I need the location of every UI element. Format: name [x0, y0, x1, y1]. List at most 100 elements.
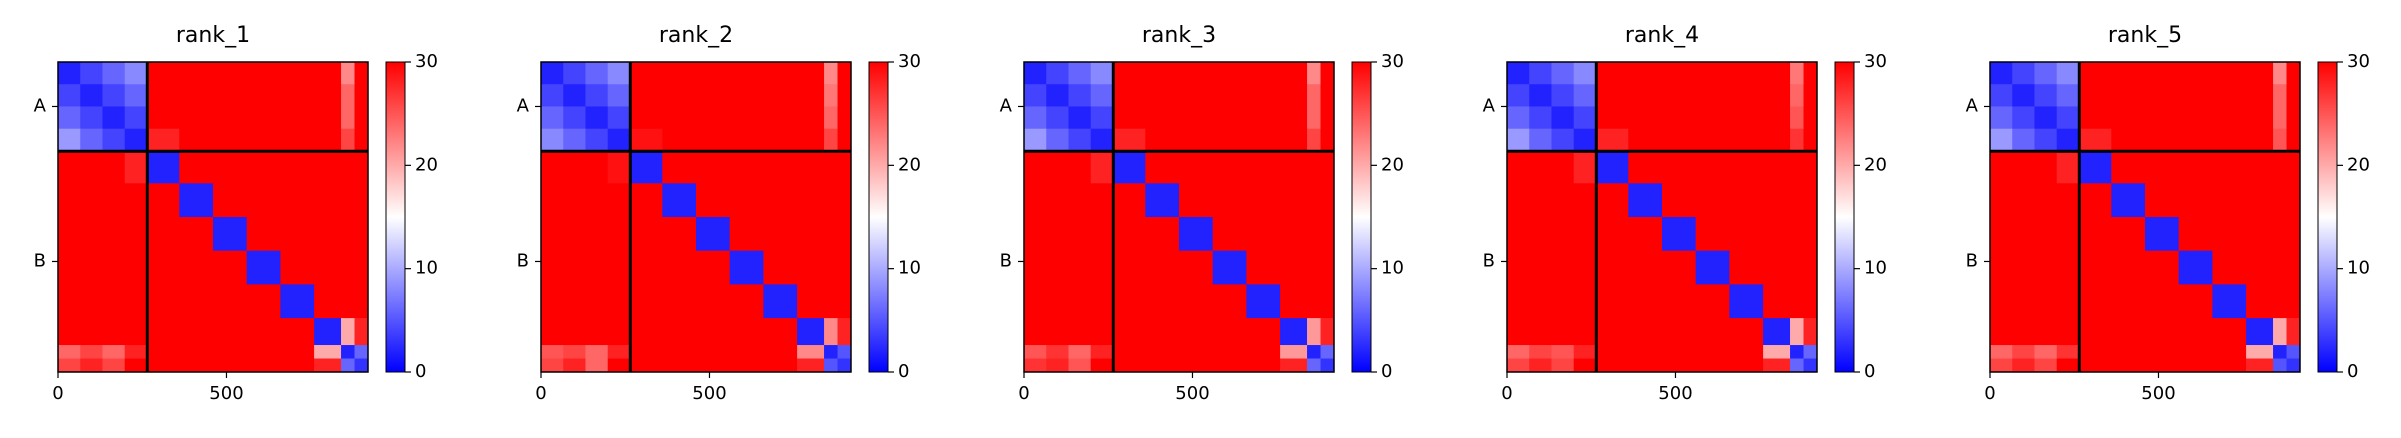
heatmap-cell: [2178, 318, 2213, 346]
heatmap-cell: [2212, 183, 2247, 218]
heatmap-cell: [124, 358, 148, 373]
heatmap-cell: [213, 284, 248, 319]
heatmap-cell: [1529, 358, 1552, 373]
heatmap-cell: [696, 358, 731, 373]
heatmap-cell: [102, 318, 126, 346]
heatmap-cell: [1551, 151, 1575, 184]
heatmap-cell: [630, 318, 663, 346]
heatmap-cell: [179, 345, 214, 360]
x-tick-label: 500: [2141, 383, 2175, 404]
heatmap-cell: [1046, 106, 1069, 130]
heatmap-cell: [1024, 358, 1047, 373]
heatmap-cell: [2212, 358, 2247, 373]
heatmap-cell: [124, 128, 148, 152]
heatmap-cell: [1113, 250, 1146, 285]
heatmap-cell: [1695, 250, 1730, 285]
heatmap-cell: [2034, 358, 2058, 373]
heatmap-cell: [1529, 217, 1552, 252]
heatmap-cell: [763, 358, 798, 373]
heatmap-cell: [2286, 358, 2301, 373]
heatmap-cell: [1695, 106, 1730, 130]
heatmap-cell: [2246, 217, 2274, 252]
heatmap-cell: [1179, 284, 1214, 319]
heatmap-cell: [2079, 284, 2112, 319]
heatmap-cell: [585, 106, 609, 130]
colorbar: [2317, 61, 2338, 373]
x-tick-label: 500: [1658, 383, 1692, 404]
heatmap-cell: [341, 151, 356, 184]
heatmap-cell: [763, 183, 798, 218]
heatmap-cell: [563, 345, 586, 360]
heatmap-cell: [1024, 250, 1047, 285]
heatmap-cell: [124, 106, 148, 130]
heatmap-cell: [1596, 106, 1629, 130]
heatmap-cell: [585, 345, 609, 360]
heatmap-cell: [541, 284, 564, 319]
heatmap-cell: [1803, 128, 1818, 152]
heatmap-cell: [1179, 250, 1214, 285]
heatmap-cell: [1507, 358, 1530, 373]
heatmap-cell: [1573, 183, 1597, 218]
heatmap-cell: [729, 183, 764, 218]
heatmap-cell: [1212, 318, 1247, 346]
heatmap-cell: [80, 62, 103, 85]
heatmap-cell: [1024, 151, 1047, 184]
heatmap-cell: [2178, 217, 2213, 252]
heatmap-cell: [354, 151, 369, 184]
heatmap-cell: [1113, 84, 1146, 107]
heatmap-cell: [1990, 84, 2013, 107]
heatmap-cell: [797, 183, 825, 218]
heatmap-cell: [1662, 217, 1697, 252]
heatmap-cell: [630, 217, 663, 252]
heatmap-cell: [2178, 62, 2213, 85]
heatmap-cell: [80, 318, 103, 346]
heatmap-cell: [1046, 358, 1069, 373]
heatmap-cell: [662, 62, 697, 85]
heatmap-cell: [1803, 84, 1818, 107]
heatmap-cell: [1046, 84, 1069, 107]
heatmap-cell: [1280, 183, 1308, 218]
heatmap-cell: [2056, 151, 2080, 184]
heatmap-cell: [585, 84, 609, 107]
heatmap-cell: [2246, 358, 2274, 373]
x-tick-label: 500: [209, 383, 243, 404]
heatmap-cell: [1046, 183, 1069, 218]
y-tick-label: B: [1000, 250, 1012, 271]
heatmap-cell: [607, 183, 631, 218]
heatmap-cell: [1068, 318, 1092, 346]
heatmap-cell: [2286, 284, 2301, 319]
heatmap-cell: [1628, 250, 1663, 285]
heatmap-cell: [1145, 284, 1180, 319]
heatmap-cell: [1695, 128, 1730, 152]
heatmap-cell: [797, 250, 825, 285]
heatmap-cell: [1046, 250, 1069, 285]
heatmap-cell: [2178, 284, 2213, 319]
heatmap-cell: [58, 250, 81, 285]
heatmap-cell: [1212, 106, 1247, 130]
heatmap-cell: [837, 62, 852, 85]
heatmap-cell: [797, 62, 825, 85]
heatmap-cell: [607, 318, 631, 346]
heatmap-cell: [696, 151, 731, 184]
heatmap-cell: [1246, 128, 1281, 152]
heatmap-cell: [1662, 62, 1697, 85]
heatmap-cell: [124, 345, 148, 360]
heatmap-cell: [837, 128, 852, 152]
heatmap-cell: [630, 151, 663, 184]
heatmap-cell: [1790, 151, 1805, 184]
heatmap-cell: [1803, 183, 1818, 218]
heatmap-cell: [2145, 151, 2180, 184]
heatmap-cell: [314, 217, 342, 252]
heatmap-cell: [1246, 284, 1281, 319]
heatmap-cell: [763, 151, 798, 184]
colorbar-tick-label: 30: [1864, 51, 1887, 72]
heatmap-cell: [213, 106, 248, 130]
colorbar-tick-label: 20: [1864, 154, 1887, 175]
heatmap-cell: [2178, 151, 2213, 184]
heatmap-cell: [2286, 318, 2301, 346]
heatmap-cell: [2056, 318, 2080, 346]
heatmap-cell: [1046, 151, 1069, 184]
heatmap-cell: [1790, 358, 1805, 373]
heatmap-cell: [1573, 151, 1597, 184]
heatmap-cell: [2178, 128, 2213, 152]
